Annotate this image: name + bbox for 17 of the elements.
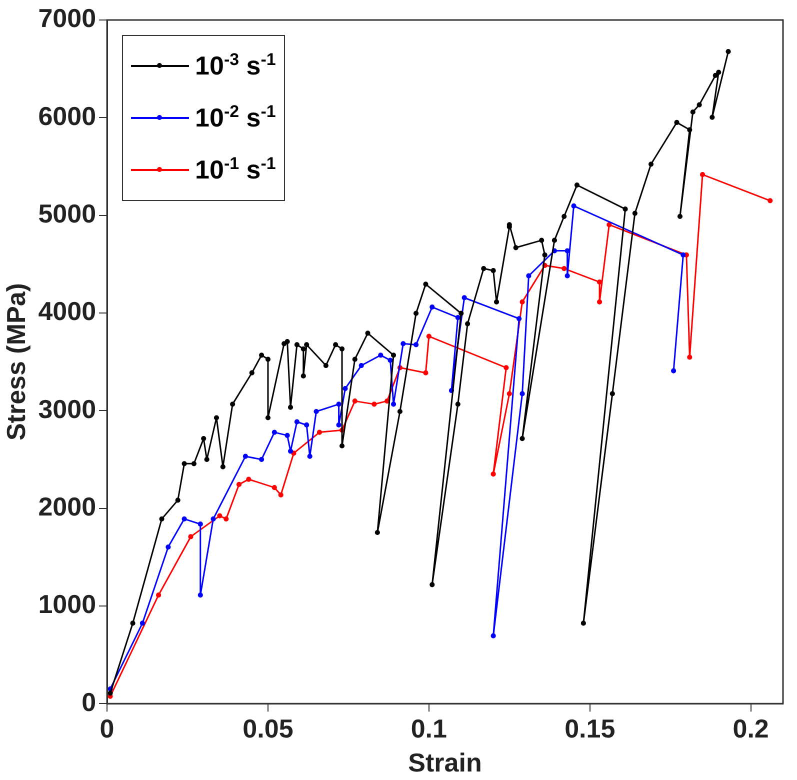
y-tick-label: 3000 <box>38 394 96 424</box>
y-tick-label: 4000 <box>38 296 96 326</box>
x-axis-title: Strain <box>408 748 482 778</box>
y-tick-label: 6000 <box>38 100 96 131</box>
legend-label: 10$^{-2}$ s$^{-1}$ <box>195 102 276 134</box>
x-tick-label: 0.15 <box>564 713 616 744</box>
y-axis-title: Stress (MPa) <box>0 283 31 441</box>
legend-label: 10$^{-1}$ s$^{-1}$ <box>195 154 276 186</box>
y-tick-label: 2000 <box>38 491 96 522</box>
y-tick-label: 5000 <box>38 198 96 228</box>
x-tick-label: 0.1 <box>410 713 448 744</box>
y-tick-label: 0 <box>82 686 96 717</box>
legend-label: 10$^{-3}$ s$^{-1}$ <box>195 50 276 82</box>
x-tick-label: 0.2 <box>732 713 769 744</box>
y-tick-label: 7000 <box>38 3 96 34</box>
x-tick-label: 0.05 <box>242 713 294 744</box>
y-tick-label: 1000 <box>38 589 96 620</box>
